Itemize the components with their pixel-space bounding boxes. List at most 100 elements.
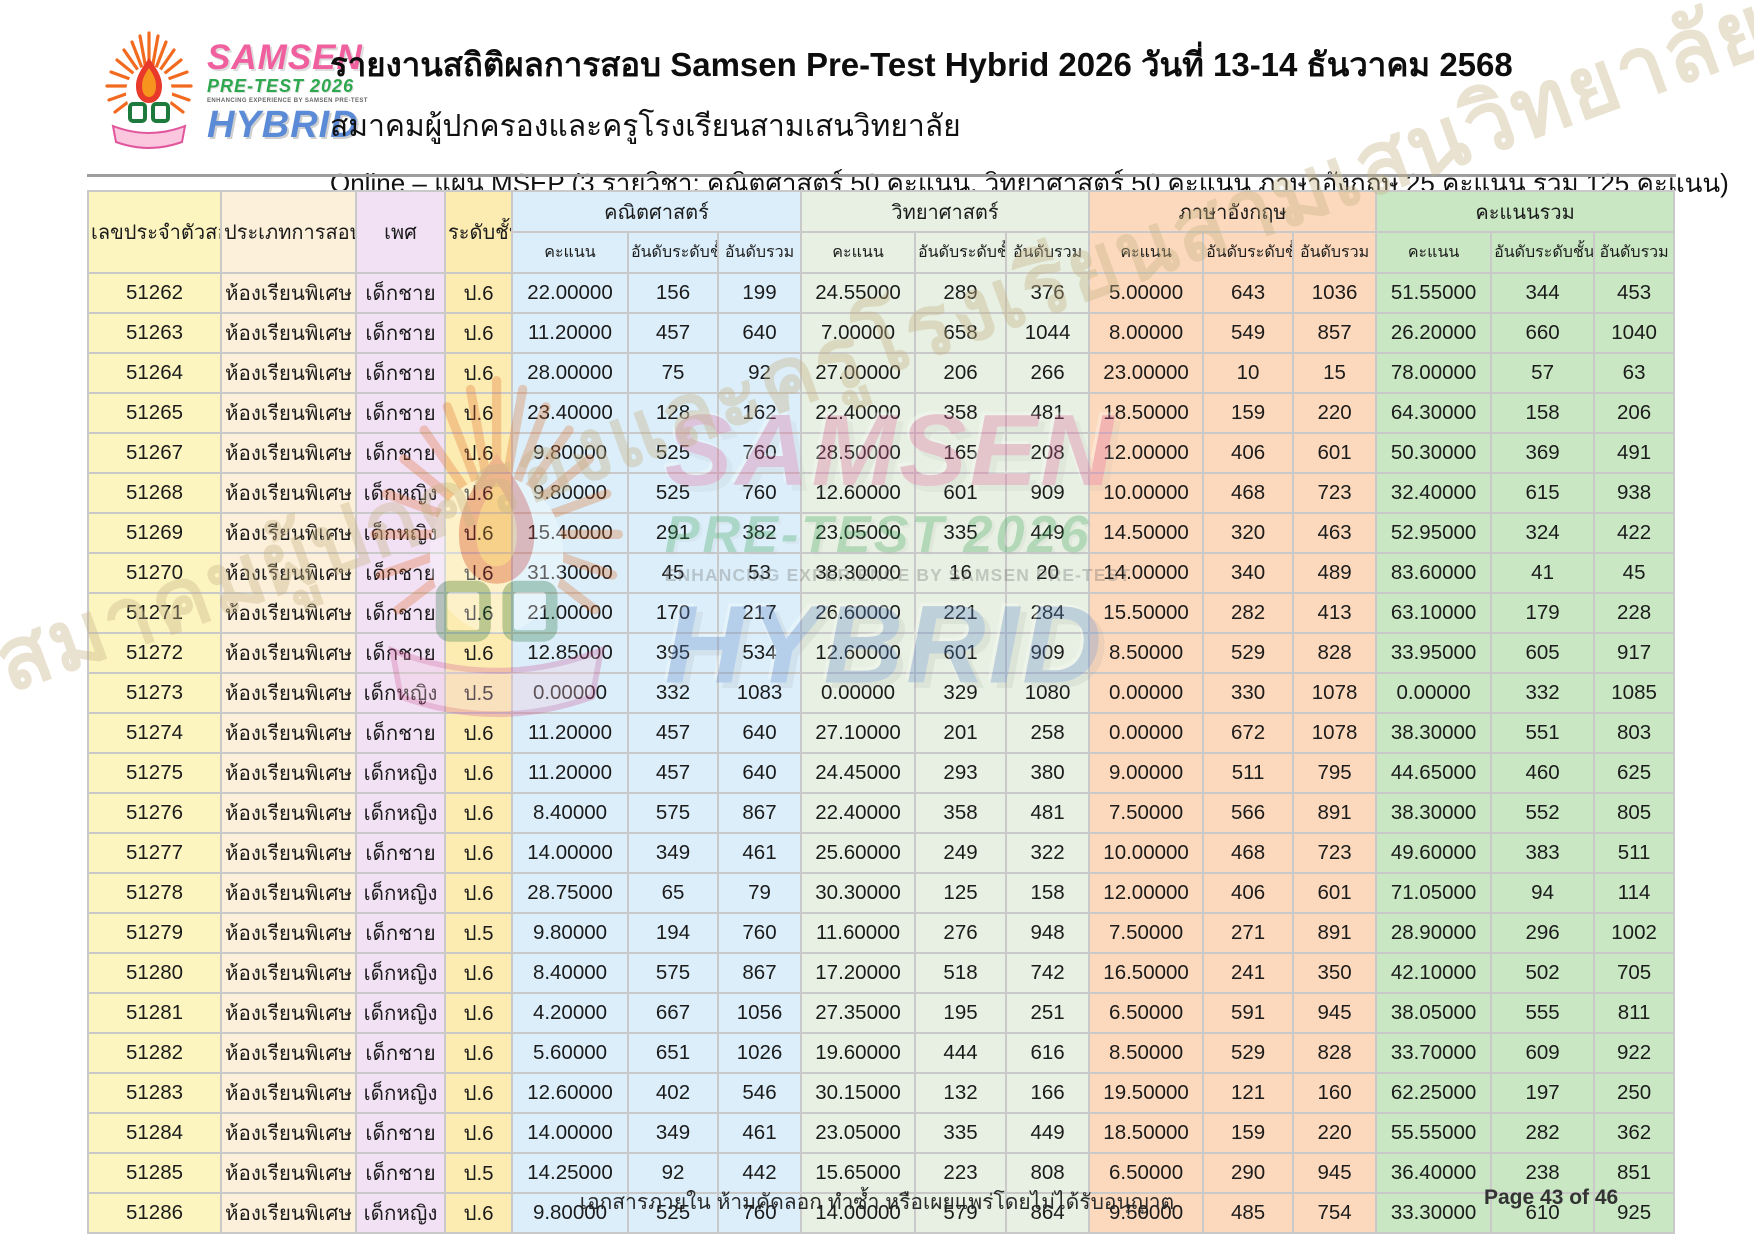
cell-science-rank-overall: 948 xyxy=(1005,912,1091,954)
cell-english-rank-class: 406 xyxy=(1202,432,1295,474)
cell-total-rank-overall: 45 xyxy=(1593,552,1676,594)
cell-total-rank-overall: 206 xyxy=(1593,392,1676,434)
cell-gender: เด็กหญิง xyxy=(355,472,446,514)
cell-english-rank-overall: 1036 xyxy=(1292,272,1378,314)
cell-total-rank-class: 610 xyxy=(1490,1192,1596,1234)
cell-english-rank-overall: 463 xyxy=(1292,512,1378,554)
cell-gender: เด็กชาย xyxy=(355,712,446,754)
cell-total-rank-class: 605 xyxy=(1490,632,1596,674)
col-header-total-score: คะแนน xyxy=(1375,231,1493,274)
cell-math-score: 23.40000 xyxy=(511,392,629,434)
cell-grade: ป.6 xyxy=(444,352,513,394)
cell-total-rank-class: 383 xyxy=(1490,832,1596,874)
cell-gender: เด็กหญิง xyxy=(355,952,446,994)
cell-science-rank-overall: 376 xyxy=(1005,272,1091,314)
cell-english-rank-class: 330 xyxy=(1202,672,1295,714)
cell-total-rank-overall: 625 xyxy=(1593,752,1676,794)
cell-exam-type: ห้องเรียนพิเศษ xyxy=(220,912,357,954)
cell-exam-type: ห้องเรียนพิเศษ xyxy=(220,552,357,594)
cell-science-rank-class: 223 xyxy=(914,1152,1008,1194)
cell-grade: ป.6 xyxy=(444,1192,513,1234)
cell-exam-id: 51284 xyxy=(87,1112,222,1154)
cell-science-rank-class: 518 xyxy=(914,952,1008,994)
cell-science-rank-overall: 208 xyxy=(1005,432,1091,474)
cell-exam-id: 51270 xyxy=(87,552,222,594)
table-row: 51276 ห้องเรียนพิเศษ เด็กหญิง ป.6 8.40000 575… xyxy=(87,792,1676,834)
cell-total-score: 49.60000 xyxy=(1375,832,1493,874)
cell-total-rank-class: 609 xyxy=(1490,1032,1596,1074)
cell-english-score: 10.00000 xyxy=(1088,472,1205,514)
table-row: 51283 ห้องเรียนพิเศษ เด็กหญิง ป.6 12.60000 40… xyxy=(87,1072,1676,1114)
cell-grade: ป.6 xyxy=(444,992,513,1034)
cell-grade: ป.6 xyxy=(444,712,513,754)
cell-english-rank-overall: 795 xyxy=(1292,752,1378,794)
cell-total-rank-overall: 917 xyxy=(1593,632,1676,674)
cell-exam-id: 51262 xyxy=(87,272,222,314)
cell-math-rank-class: 194 xyxy=(627,912,719,954)
cell-english-rank-class: 643 xyxy=(1202,272,1295,314)
page-title: รายงานสถิติผลการสอบ Samsen Pre-Test Hybr… xyxy=(330,46,1513,83)
table-row: 51277 ห้องเรียนพิเศษ เด็กชาย ป.6 14.00000 349… xyxy=(87,832,1676,874)
cell-gender: เด็กชาย xyxy=(355,312,446,354)
cell-science-score: 25.60000 xyxy=(800,832,917,874)
results-table: เลขประจำตัวสอบ ประเภทการสอบ เพศ ระดับชั้… xyxy=(87,190,1676,1234)
cell-math-rank-overall: 217 xyxy=(716,592,803,634)
cell-english-rank-class: 468 xyxy=(1202,472,1295,514)
cell-math-rank-class: 651 xyxy=(627,1032,719,1074)
col-group-math: คณิตศาสตร์ xyxy=(510,190,803,233)
cell-science-rank-class: 132 xyxy=(914,1072,1008,1114)
cell-gender: เด็กชาย xyxy=(355,1152,446,1194)
cell-science-score: 15.65000 xyxy=(800,1152,917,1194)
cell-science-score: 27.35000 xyxy=(800,992,917,1034)
cell-math-rank-overall: 442 xyxy=(716,1152,803,1194)
cell-english-rank-overall: 413 xyxy=(1292,592,1378,634)
cell-exam-id: 51282 xyxy=(87,1032,222,1074)
cell-gender: เด็กชาย xyxy=(355,912,446,954)
cell-total-score: 52.95000 xyxy=(1375,512,1493,554)
cell-exam-type: ห้องเรียนพิเศษ xyxy=(220,1192,357,1234)
cell-science-rank-class: 165 xyxy=(914,432,1008,474)
cell-gender: เด็กชาย xyxy=(355,1112,446,1154)
cell-total-rank-class: 615 xyxy=(1490,472,1596,514)
cell-math-rank-overall: 867 xyxy=(716,952,803,994)
cell-gender: เด็กชาย xyxy=(355,1032,446,1074)
cell-grade: ป.6 xyxy=(444,752,513,794)
cell-english-rank-class: 468 xyxy=(1202,832,1295,874)
col-group-total: คะแนนรวม xyxy=(1375,190,1676,233)
cell-total-rank-class: 555 xyxy=(1490,992,1596,1034)
cell-total-rank-class: 238 xyxy=(1490,1152,1596,1194)
col-header-english-rank-class: อันดับระดับชั้น xyxy=(1202,231,1295,274)
col-header-science-score: คะแนน xyxy=(800,231,917,274)
cell-math-rank-class: 156 xyxy=(627,272,719,314)
cell-total-score: 62.25000 xyxy=(1375,1072,1493,1114)
cell-english-score: 6.50000 xyxy=(1088,992,1205,1034)
cell-math-rank-class: 575 xyxy=(627,792,719,834)
cell-math-rank-class: 45 xyxy=(627,552,719,594)
cell-math-rank-class: 128 xyxy=(627,392,719,434)
cell-english-rank-class: 566 xyxy=(1202,792,1295,834)
cell-math-score: 14.00000 xyxy=(511,1112,629,1154)
cell-english-rank-overall: 857 xyxy=(1292,312,1378,354)
cell-math-rank-class: 75 xyxy=(627,352,719,394)
cell-total-score: 26.20000 xyxy=(1375,312,1493,354)
cell-science-rank-overall: 284 xyxy=(1005,592,1091,634)
cell-english-rank-overall: 828 xyxy=(1292,632,1378,674)
cell-science-score: 28.50000 xyxy=(800,432,917,474)
cell-science-score: 23.05000 xyxy=(800,1112,917,1154)
cell-science-rank-overall: 909 xyxy=(1005,632,1091,674)
cell-total-score: 33.30000 xyxy=(1375,1192,1493,1234)
cell-science-score: 7.00000 xyxy=(800,312,917,354)
cell-gender: เด็กหญิง xyxy=(355,992,446,1034)
cell-math-score: 14.00000 xyxy=(511,832,629,874)
cell-total-rank-class: 460 xyxy=(1490,752,1596,794)
cell-english-rank-overall: 1078 xyxy=(1292,672,1378,714)
cell-math-rank-class: 332 xyxy=(627,672,719,714)
cell-math-rank-overall: 760 xyxy=(716,472,803,514)
cell-english-rank-overall: 891 xyxy=(1292,792,1378,834)
cell-science-score: 24.55000 xyxy=(800,272,917,314)
logo-hybrid-text: HYBRID xyxy=(207,104,359,146)
cell-english-rank-overall: 945 xyxy=(1292,992,1378,1034)
cell-gender: เด็กชาย xyxy=(355,432,446,474)
cell-math-rank-class: 525 xyxy=(627,1192,719,1234)
cell-math-score: 12.60000 xyxy=(511,1072,629,1114)
